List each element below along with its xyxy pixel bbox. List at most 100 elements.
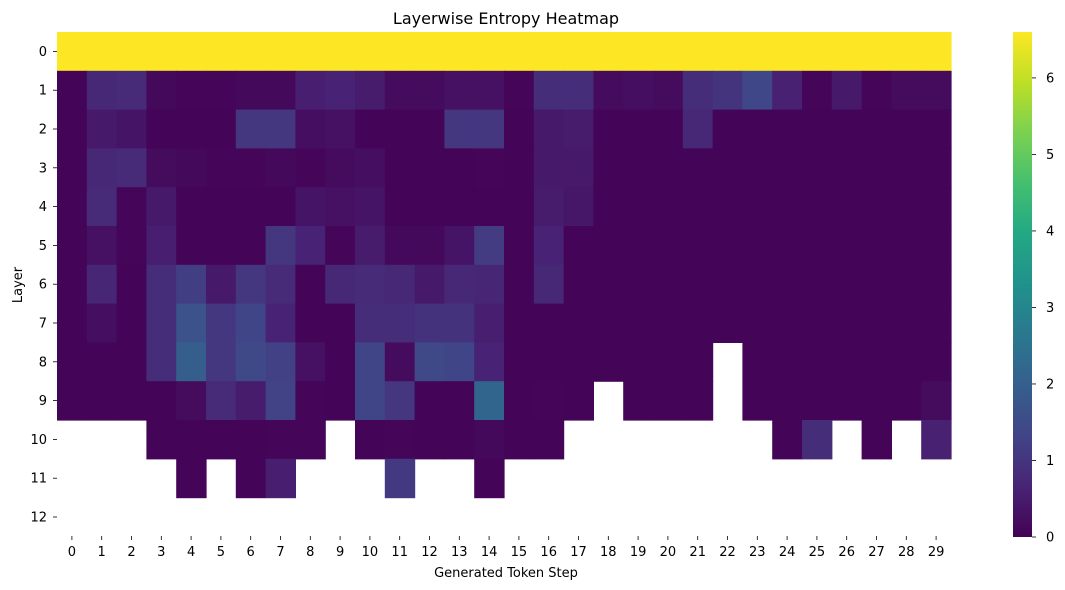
x-tick-label: 20 <box>660 545 677 560</box>
heatmap-cell <box>86 109 118 149</box>
heatmap-cell <box>563 264 594 305</box>
heatmap-cell <box>921 264 952 305</box>
heatmap-cell <box>116 187 147 227</box>
heatmap-cell <box>682 32 714 72</box>
heatmap-cell <box>682 381 714 421</box>
heatmap-cell <box>265 226 296 266</box>
heatmap-cell <box>206 342 237 382</box>
heatmap-cell <box>653 70 684 111</box>
heatmap-cell <box>235 458 267 499</box>
heatmap-cell <box>86 148 118 188</box>
heatmap-cell <box>146 70 177 111</box>
heatmap-cell <box>116 70 147 111</box>
heatmap-cell <box>921 32 952 72</box>
colorbar-tick-label: 6 <box>1046 71 1054 86</box>
x-axis-label: Generated Token Step <box>434 566 578 581</box>
colorbar-tick-label: 3 <box>1046 301 1054 316</box>
heatmap-cell <box>57 303 88 343</box>
heatmap-cell <box>384 264 416 305</box>
heatmap-cell <box>176 420 207 460</box>
colorbar-tick-label: 2 <box>1046 377 1054 392</box>
heatmap-cell <box>682 187 714 227</box>
heatmap-cell <box>355 226 386 266</box>
heatmap-cell <box>235 187 267 227</box>
heatmap-cell <box>802 70 833 111</box>
heatmap-cell <box>384 32 416 72</box>
heatmap-cell <box>802 420 833 460</box>
heatmap-cell <box>563 342 594 382</box>
heatmap-cell <box>921 303 952 343</box>
heatmap-cell <box>235 420 267 460</box>
heatmap-cell <box>295 226 326 266</box>
heatmap-cell <box>712 109 743 149</box>
heatmap-cell <box>176 303 207 343</box>
heatmap-cell <box>474 303 505 343</box>
x-tick-label: 26 <box>838 545 855 560</box>
heatmap-cell <box>116 264 147 305</box>
y-tick-label: 7 <box>39 317 47 332</box>
heatmap-cell <box>295 303 326 343</box>
heatmap-cell <box>831 148 863 188</box>
heatmap-cell <box>593 303 624 343</box>
heatmap-cell <box>295 109 326 149</box>
heatmap-cell <box>235 70 267 111</box>
heatmap-cell <box>176 70 207 111</box>
x-axis-ticks: 0 1 2 3 4 5 6 7 8 9 10 11 12 13 14 15 16 17 18 19 20 21 22 23 24… <box>68 536 944 560</box>
heatmap-cell <box>504 187 535 227</box>
heatmap-cell <box>533 264 565 305</box>
heatmap-cell <box>444 342 475 382</box>
heatmap-cell <box>921 187 952 227</box>
heatmap-cell <box>295 342 326 382</box>
heatmap-cell <box>176 109 207 149</box>
heatmap-cell <box>653 226 684 266</box>
x-tick-label: 22 <box>719 545 736 560</box>
heatmap-cell <box>772 32 803 72</box>
heatmap-cell <box>623 32 654 72</box>
heatmap-cell <box>831 70 863 111</box>
heatmap-cell <box>831 32 863 72</box>
heatmap-cell <box>891 342 922 382</box>
y-tick-label: 2 <box>39 123 47 138</box>
heatmap-cell <box>742 303 773 343</box>
colorbar-tick-label: 1 <box>1046 454 1054 469</box>
heatmap-cell <box>146 381 177 421</box>
x-tick-label: 21 <box>689 545 706 560</box>
heatmap-cell <box>206 420 237 460</box>
heatmap-cell <box>772 109 803 149</box>
heatmap-cell <box>891 226 922 266</box>
heatmap-cell <box>831 226 863 266</box>
heatmap-cell <box>712 303 743 343</box>
heatmap-cell <box>176 187 207 227</box>
y-tick-label: 6 <box>39 278 47 293</box>
y-axis-label: Layer <box>11 266 26 303</box>
x-tick-label: 3 <box>157 545 165 560</box>
heatmap-cell <box>921 381 952 421</box>
heatmap-cell <box>593 187 624 227</box>
heatmap-cell <box>891 187 922 227</box>
heatmap-cell <box>116 226 147 266</box>
heatmap-cell <box>533 70 565 111</box>
x-tick-label: 2 <box>127 545 135 560</box>
heatmap-cell <box>861 342 892 382</box>
heatmap-cell <box>384 148 416 188</box>
heatmap-cell <box>265 420 296 460</box>
heatmap-cell <box>533 109 565 149</box>
heatmap-cell <box>623 109 654 149</box>
heatmap-cell <box>384 342 416 382</box>
heatmap-cell <box>533 187 565 227</box>
heatmap-cell <box>593 148 624 188</box>
heatmap-cell <box>861 264 892 305</box>
heatmap-cell <box>235 226 267 266</box>
heatmap-cell <box>891 148 922 188</box>
heatmap-cell <box>295 70 326 111</box>
heatmap-cell <box>593 32 624 72</box>
heatmap-cell <box>265 264 296 305</box>
heatmap-cell <box>325 32 356 72</box>
heatmap-cell <box>504 148 535 188</box>
colorbar <box>1013 32 1032 537</box>
heatmap-cell <box>802 264 833 305</box>
heatmap-cell <box>86 70 118 111</box>
heatmap-cell <box>772 264 803 305</box>
heatmap-cell <box>235 264 267 305</box>
heatmap-cell <box>474 148 505 188</box>
